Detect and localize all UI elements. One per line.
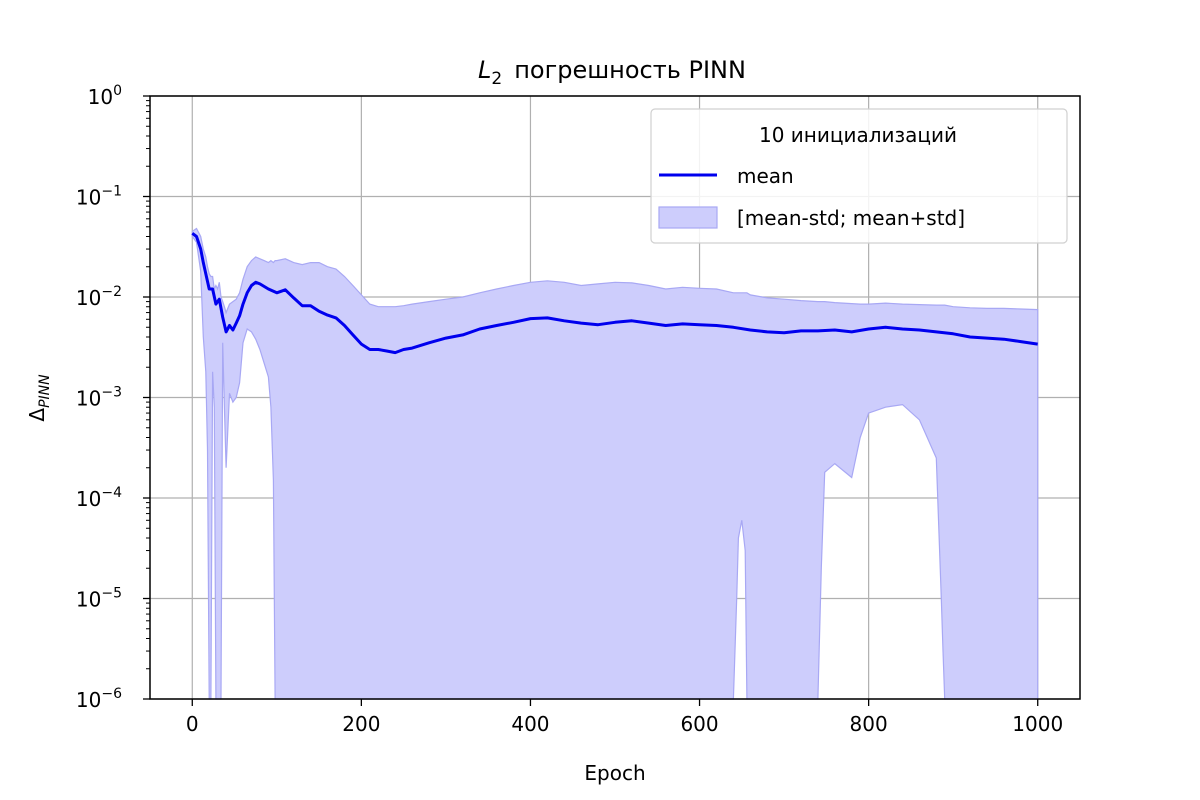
y-tick-label-1: 10−5: [76, 586, 122, 612]
x-tick-label-5: 1000: [1012, 712, 1063, 736]
y-tick-label-5: 10−1: [76, 184, 122, 210]
x-tick-label-0: 0: [186, 712, 199, 736]
std-band-layer: [191, 227, 1039, 700]
chart-title: L2 погрешность PINN: [478, 56, 746, 89]
legend-mean-label: mean: [737, 164, 794, 188]
x-tick-label-1: 200: [342, 712, 380, 736]
y-tick-label-6: 100: [88, 83, 122, 109]
legend-band-label: [mean-std; mean+std]: [737, 206, 965, 230]
mean-line-layer: [191, 232, 1038, 355]
y-axis-ticks: 10−6 10−5 10−4 10−3 10−2 10−1 100: [76, 83, 150, 712]
y-tick-label-3: 10−3: [76, 385, 122, 411]
std-band: [191, 227, 1039, 700]
legend-band-swatch: [658, 206, 718, 229]
y-tick-label-0: 10−6: [76, 686, 122, 712]
mean-line: [191, 232, 1038, 355]
x-tick-label-2: 400: [511, 712, 549, 736]
x-tick-label-4: 800: [850, 712, 888, 736]
x-tick-label-3: 600: [680, 712, 718, 736]
x-axis-ticks: 0 200 400 600 800 1000: [186, 699, 1063, 736]
y-tick-label-4: 10−2: [76, 284, 122, 310]
legend-title: 10 инициализаций: [759, 123, 957, 147]
legend: 10 инициализаций mean [mean-std; mean+st…: [650, 108, 1068, 244]
x-axis-label: Epoch: [584, 761, 645, 785]
y-axis-label: ΔPINN: [25, 374, 53, 422]
legend-box: [650, 108, 1068, 244]
y-tick-label-2: 10−4: [76, 485, 122, 511]
